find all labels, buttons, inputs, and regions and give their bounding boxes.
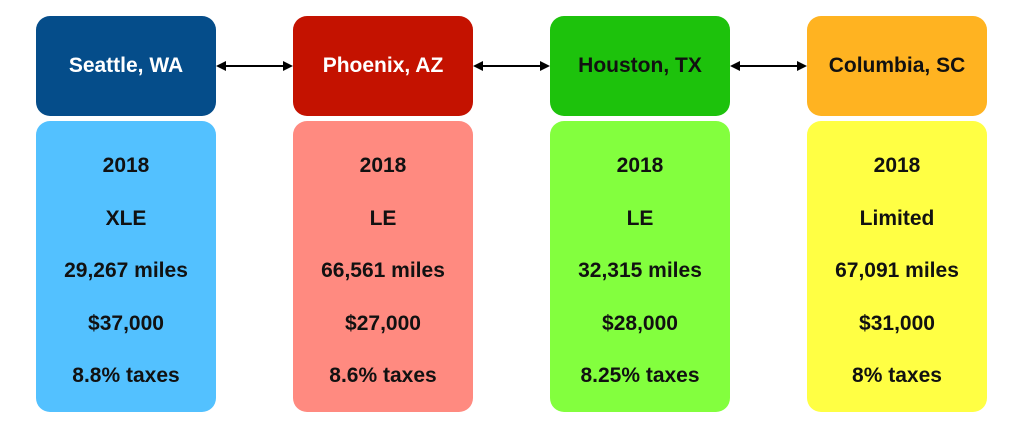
location-column-houston: Houston, TX 2018 LE 32,315 miles $28,000…: [550, 16, 730, 412]
taxes-text: 8% taxes: [852, 364, 942, 388]
year-text: 2018: [873, 154, 921, 177]
listing-card: 2018 XLE 29,267 miles $37,000 8.8% taxes: [36, 121, 216, 412]
double-arrow-icon: [473, 50, 550, 82]
price-text: $28,000: [602, 311, 678, 335]
listing-card: 2018 LE 32,315 miles $28,000 8.25% taxes: [550, 121, 730, 412]
city-label: Phoenix, AZ: [322, 54, 444, 77]
double-arrow-icon: [730, 50, 807, 82]
mileage-text: 67,091 miles: [835, 259, 959, 283]
trim-text: LE: [626, 206, 654, 230]
city-label: Seattle, WA: [68, 54, 184, 77]
location-column-phoenix: Phoenix, AZ 2018 LE 66,561 miles $27,000…: [293, 16, 473, 412]
trim-text: XLE: [105, 206, 147, 230]
location-column-seattle: Seattle, WA 2018 XLE 29,267 miles $37,00…: [36, 16, 216, 412]
year-text: 2018: [102, 154, 150, 177]
mileage-text: 66,561 miles: [321, 259, 445, 283]
double-arrow-icon: [216, 50, 293, 82]
taxes-text: 8.25% taxes: [580, 364, 700, 388]
city-label: Houston, TX: [578, 54, 702, 77]
location-header: Columbia, SC: [807, 16, 987, 116]
year-text: 2018: [616, 154, 664, 177]
price-text: $37,000: [88, 311, 164, 335]
location-column-columbia: Columbia, SC 2018 Limited 67,091 miles $…: [807, 16, 987, 412]
price-text: $31,000: [859, 311, 935, 335]
listing-card: 2018 LE 66,561 miles $27,000 8.6% taxes: [293, 121, 473, 412]
mileage-text: 32,315 miles: [578, 259, 702, 283]
trim-text: LE: [369, 206, 397, 230]
taxes-text: 8.8% taxes: [72, 364, 180, 388]
price-text: $27,000: [345, 311, 421, 335]
city-label: Columbia, SC: [828, 54, 966, 77]
listing-card: 2018 Limited 67,091 miles $31,000 8% tax…: [807, 121, 987, 412]
year-text: 2018: [359, 154, 407, 177]
location-header: Houston, TX: [550, 16, 730, 116]
location-header: Seattle, WA: [36, 16, 216, 116]
taxes-text: 8.6% taxes: [329, 364, 437, 388]
location-header: Phoenix, AZ: [293, 16, 473, 116]
mileage-text: 29,267 miles: [64, 259, 188, 283]
trim-text: Limited: [859, 206, 935, 230]
